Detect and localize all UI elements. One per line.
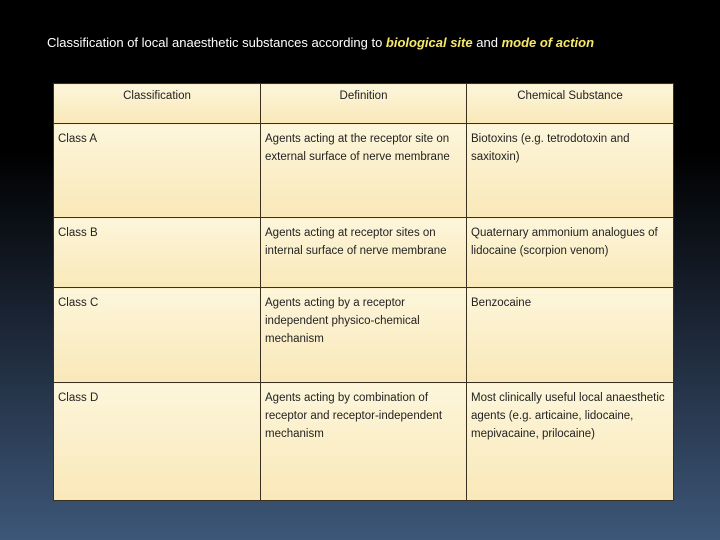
header-row: Classification Definition Chemical Substan… bbox=[53, 83, 674, 124]
title-emphasis: biological site bbox=[385, 35, 473, 50]
table-body: Class A Agents acting at the receptor sit… bbox=[53, 123, 674, 501]
table-cell: Agents acting by combination of receptor… bbox=[260, 382, 467, 501]
table-row: Class B Agents acting at receptor sites o… bbox=[53, 217, 674, 288]
title-text: and bbox=[476, 35, 498, 50]
header-cell: Classification bbox=[53, 83, 261, 124]
header-cell: Chemical Substance bbox=[466, 83, 674, 124]
table-cell: Class B bbox=[53, 217, 261, 288]
table-row: Class C Agents acting by a receptor indep… bbox=[53, 287, 674, 383]
table-cell: Biotoxins (e.g. tetrodotoxin and saxitox… bbox=[466, 123, 674, 218]
classification-table: Classification Definition Chemical Substan… bbox=[53, 83, 674, 501]
title-text: Classification of local anaesthetic subs… bbox=[47, 35, 383, 50]
table-cell: Class C bbox=[53, 287, 261, 383]
slide-title: Classification of local anaesthetic subs… bbox=[47, 35, 594, 50]
table-cell: Quaternary ammonium analogues of lidocai… bbox=[466, 217, 674, 288]
title-emphasis: mode of action bbox=[501, 35, 595, 50]
table-cell: Benzocaine bbox=[466, 287, 674, 383]
table-cell: Agents acting at the receptor site on ex… bbox=[260, 123, 467, 218]
table-cell: Class D bbox=[53, 382, 261, 501]
table-cell: Class A bbox=[53, 123, 261, 218]
header-cell: Definition bbox=[260, 83, 467, 124]
table-row: Class A Agents acting at the receptor sit… bbox=[53, 123, 674, 218]
table-row: Class D Agents acting by combination of r… bbox=[53, 382, 674, 501]
table-cell: Agents acting by a receptor independent … bbox=[260, 287, 467, 383]
table-cell: Agents acting at receptor sites on inter… bbox=[260, 217, 467, 288]
table-cell: Most clinically useful local anaesthetic… bbox=[466, 382, 674, 501]
